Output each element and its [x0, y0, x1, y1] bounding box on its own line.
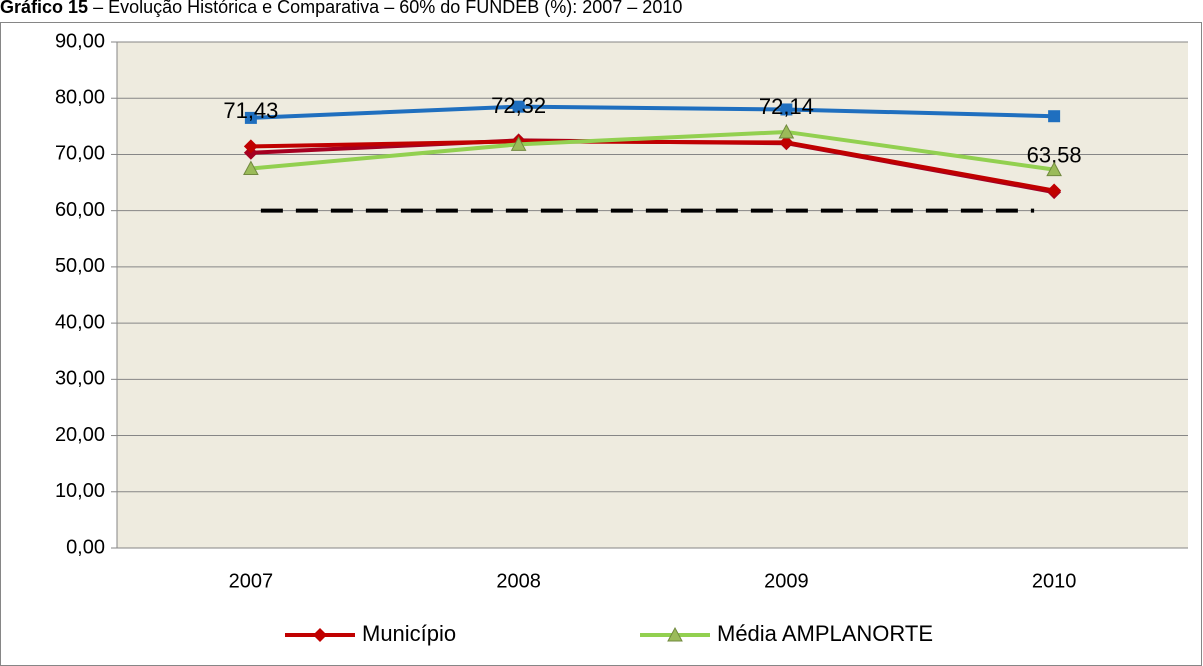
x-tick-label: 2009 [764, 570, 809, 592]
marker [1046, 161, 1062, 177]
y-tick-label: 70,00 [55, 143, 105, 165]
y-tick-label: 20,00 [55, 424, 105, 446]
y-tick-label: 10,00 [55, 480, 105, 502]
data-label: 72,14 [759, 94, 814, 119]
x-tick-label: 2007 [229, 570, 274, 592]
data-label: 72,32 [491, 93, 546, 118]
data-label: 71,43 [223, 98, 278, 123]
marker [779, 135, 794, 150]
marker [244, 111, 257, 124]
marker [778, 123, 795, 139]
plot-area [117, 42, 1188, 548]
title-label: Gráfico 15 [0, 0, 88, 17]
series-line [250, 104, 1055, 120]
y-tick-label: 90,00 [55, 30, 105, 52]
marker [243, 160, 259, 175]
y-tick-label: 80,00 [55, 87, 105, 109]
marker [510, 136, 527, 151]
marker [667, 626, 683, 642]
marker [1047, 183, 1062, 198]
chart-title: Gráfico 15 – Evolução Histórica e Compar… [0, 0, 682, 17]
x-tick-label: 2008 [496, 570, 541, 592]
y-tick-label: 50,00 [55, 255, 105, 277]
y-tick-label: 60,00 [55, 199, 105, 221]
marker [313, 628, 327, 642]
legend-label: Média AMPLANORTE [717, 621, 933, 646]
series-line [250, 139, 1055, 193]
legend-label: Município [362, 621, 456, 646]
y-tick-label: 30,00 [55, 368, 105, 390]
y-tick-label: 40,00 [55, 311, 105, 333]
marker [512, 100, 525, 113]
marker [1048, 110, 1061, 123]
x-tick-label: 2010 [1032, 570, 1077, 592]
series-line [250, 129, 1055, 172]
marker [780, 103, 793, 116]
marker [243, 139, 258, 154]
y-tick-label: 0,00 [66, 536, 105, 558]
title-text: – Evolução Histórica e Comparativa – 60%… [93, 0, 682, 17]
